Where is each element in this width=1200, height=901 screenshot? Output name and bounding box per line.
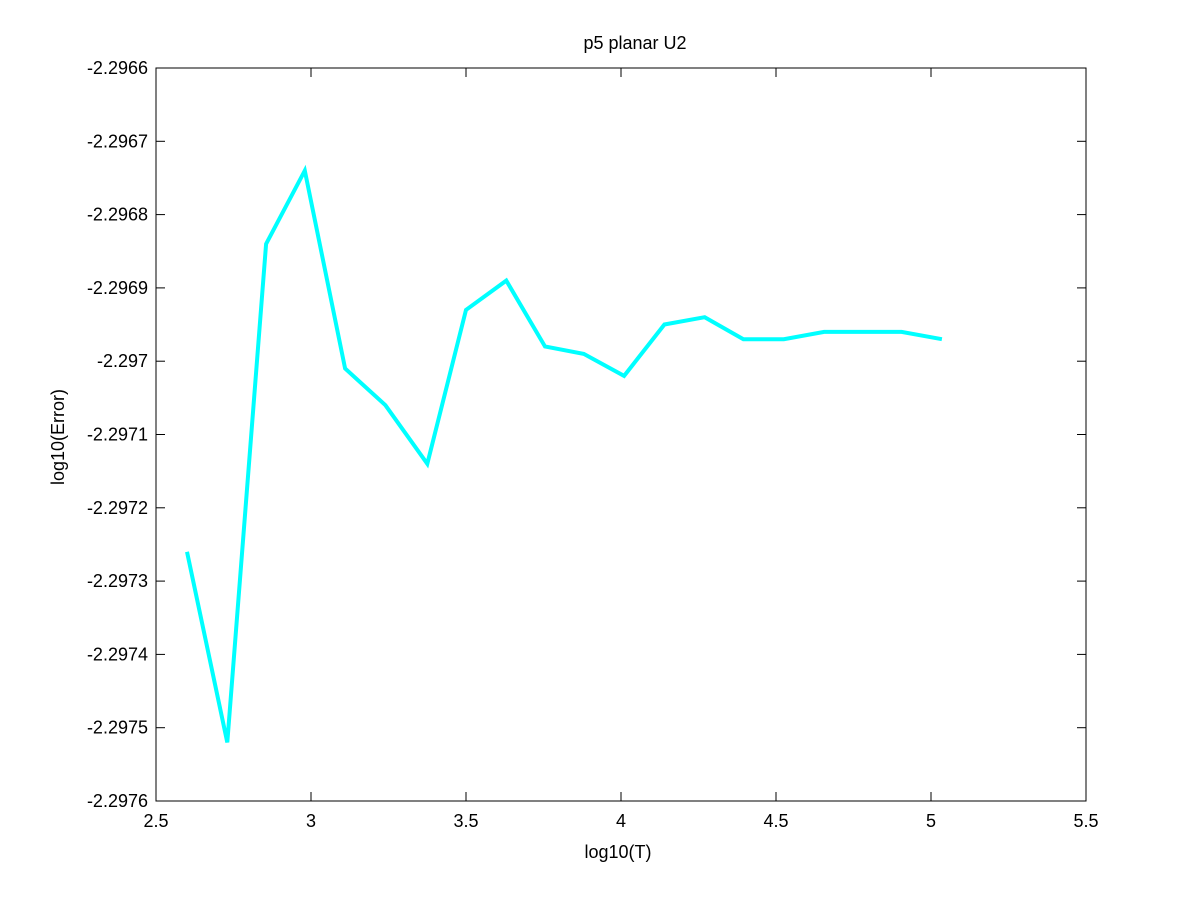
axis-ticks [155,67,1087,802]
y-tick-label: -2.2971 [87,425,148,445]
y-tick-label: -2.2974 [87,644,148,664]
x-tick-labels: 2.5 3 3.5 4 4.5 5 5.5 [143,811,1098,831]
series-line [185,164,943,743]
x-tick-label: 3.5 [453,811,478,831]
y-tick-label: -2.2976 [87,791,148,811]
series-layer [185,164,943,743]
y-tick-label: -2.2972 [87,498,148,518]
y-tick-label: -2.2973 [87,571,148,591]
x-axis-label: log10(T) [584,842,651,862]
chart-title: p5 planar U2 [583,33,686,53]
x-tick-label: 4 [616,811,626,831]
y-tick-label: -2.2968 [87,205,148,225]
y-axis-label: log10(Error) [48,389,68,485]
plot-frame [155,67,1087,802]
x-tick-label: 4.5 [763,811,788,831]
y-tick-label: -2.2966 [87,58,148,78]
y-tick-label: -2.297 [97,351,148,371]
x-tick-label: 5 [926,811,936,831]
y-tick-label: -2.2975 [87,718,148,738]
y-tick-label: -2.2967 [87,131,148,151]
y-tick-label: -2.2969 [87,278,148,298]
x-tick-label: 2.5 [143,811,168,831]
x-tick-label: 3 [306,811,316,831]
y-tick-labels: -2.2966 -2.2967 -2.2968 -2.2969 -2.297 -2.297… [87,58,148,811]
x-tick-label: 5.5 [1073,811,1098,831]
